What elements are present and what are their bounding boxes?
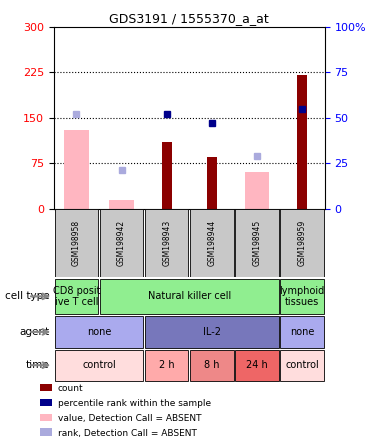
Bar: [40, 399, 52, 406]
Bar: [190, 210, 233, 277]
Text: GSM198942: GSM198942: [117, 220, 126, 266]
Text: agent: agent: [20, 327, 50, 337]
Bar: [100, 279, 279, 314]
Text: none: none: [290, 327, 314, 337]
Bar: [162, 142, 172, 209]
Text: GSM198945: GSM198945: [252, 220, 262, 266]
Text: count: count: [58, 384, 83, 393]
Bar: [145, 349, 188, 381]
Text: time: time: [26, 360, 50, 370]
Text: 8 h: 8 h: [204, 360, 220, 370]
Bar: [190, 349, 233, 381]
Bar: [55, 279, 98, 314]
Bar: [55, 349, 143, 381]
Text: IL-2: IL-2: [203, 327, 221, 337]
Text: Natural killer cell: Natural killer cell: [148, 291, 231, 301]
Text: GSM198958: GSM198958: [72, 220, 81, 266]
Bar: [207, 157, 217, 209]
Bar: [235, 349, 279, 381]
Text: percentile rank within the sample: percentile rank within the sample: [58, 399, 211, 408]
Text: CD8 posit
ive T cell: CD8 posit ive T cell: [53, 285, 100, 307]
Text: GSM198944: GSM198944: [207, 220, 216, 266]
Text: none: none: [87, 327, 111, 337]
Text: control: control: [82, 360, 116, 370]
Text: 2 h: 2 h: [159, 360, 174, 370]
Bar: [55, 316, 143, 348]
Bar: [40, 428, 52, 436]
Bar: [235, 210, 279, 277]
Text: rank, Detection Call = ABSENT: rank, Detection Call = ABSENT: [58, 429, 197, 438]
Text: GSM198943: GSM198943: [162, 220, 171, 266]
Title: GDS3191 / 1555370_a_at: GDS3191 / 1555370_a_at: [109, 12, 269, 25]
Bar: [280, 210, 324, 277]
Bar: [40, 384, 52, 391]
Text: value, Detection Call = ABSENT: value, Detection Call = ABSENT: [58, 414, 201, 423]
Text: GSM198959: GSM198959: [298, 220, 306, 266]
Bar: [280, 316, 324, 348]
Bar: [100, 210, 143, 277]
Bar: [145, 316, 279, 348]
Text: lymphoid
tissues: lymphoid tissues: [279, 285, 325, 307]
Bar: [297, 75, 307, 209]
Bar: [280, 279, 324, 314]
Bar: [244, 172, 269, 209]
Bar: [40, 413, 52, 421]
Text: 24 h: 24 h: [246, 360, 268, 370]
Bar: [109, 200, 134, 209]
Text: control: control: [285, 360, 319, 370]
Text: cell type: cell type: [5, 291, 50, 301]
Bar: [280, 349, 324, 381]
Bar: [145, 210, 188, 277]
Bar: [64, 130, 89, 209]
Bar: [55, 210, 98, 277]
